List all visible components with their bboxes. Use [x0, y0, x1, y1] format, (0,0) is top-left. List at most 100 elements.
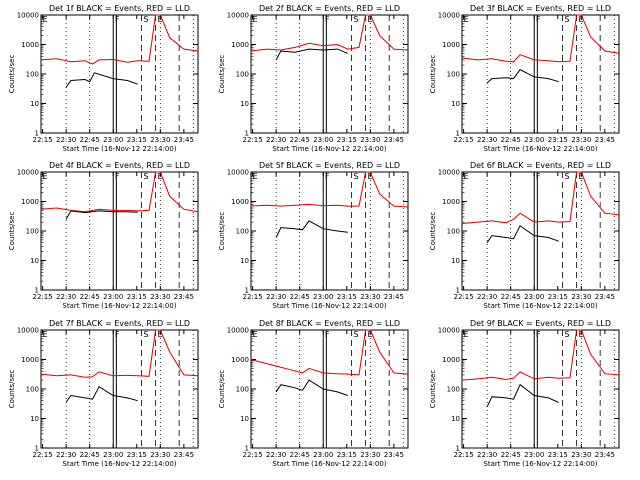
y-tick-label: 1000 [21, 356, 39, 364]
x-tick-label: 23:00 [524, 136, 544, 144]
series-events [275, 48, 348, 61]
x-tick-label: 23:15 [127, 136, 147, 144]
x-tick-label: 23:30 [360, 136, 380, 144]
marker-label: E [368, 15, 373, 24]
x-tick-label: 23:45 [174, 136, 194, 144]
x-tick-label: 23:30 [571, 451, 591, 459]
y-tick-label: 10000 [17, 169, 39, 177]
series-lld [250, 329, 409, 376]
x-tick-label: 23:15 [337, 451, 357, 459]
y-tick-label: 10 [240, 257, 249, 265]
panel-9: Det 9f BLACK = Events, RED = LLD 1 10 100 10… [429, 319, 620, 468]
y-tick-label: 1 [456, 287, 460, 295]
y-tick-label: 1 [245, 287, 249, 295]
x-tick-label: 23:45 [595, 293, 615, 301]
marker-label: S [353, 15, 358, 24]
panel-6: Det 6f BLACK = Events, RED = LLD 1 10 100 10… [429, 161, 620, 310]
marker-label: E [579, 15, 584, 24]
marker-label: S [143, 172, 148, 181]
marker-label: S [353, 330, 358, 339]
marker-label: E [158, 172, 163, 181]
marker-label: S [564, 15, 569, 24]
x-tick-label: 23:30 [150, 451, 170, 459]
x-tick-label: 23:15 [548, 451, 568, 459]
marker-label: F [325, 172, 330, 181]
x-tick-label: 22:30 [266, 293, 286, 301]
series-lld [40, 171, 199, 213]
x-tick-label: 22:45 [290, 451, 310, 459]
x-tick-label: 23:30 [360, 451, 380, 459]
plot-frame [250, 171, 409, 291]
marker-label: E [158, 15, 163, 24]
y-tick-label: 10000 [227, 169, 249, 177]
x-tick-label: 22:30 [477, 293, 497, 301]
x-tick-label: 23:30 [571, 136, 591, 144]
y-tick-label: 10 [30, 100, 39, 108]
marker-label: E [368, 330, 373, 339]
series-lld [250, 14, 409, 52]
panel-title: Det 9f BLACK = Events, RED = LLD [470, 319, 611, 328]
panel-title: Det 5f BLACK = Events, RED = LLD [259, 161, 400, 170]
series-lld [40, 329, 199, 378]
plot-frame [461, 171, 620, 291]
marker-label: E [43, 330, 48, 339]
x-tick-label: 23:15 [337, 293, 357, 301]
series-events [65, 385, 138, 403]
x-tick-label: 23:45 [174, 451, 194, 459]
marker-label: F [115, 172, 120, 181]
x-tick-label: 23:30 [150, 136, 170, 144]
x-tick-label: 23:45 [595, 451, 615, 459]
x-axis-label: Start Time (16-Nov-12 22:14:00) [62, 302, 176, 310]
marker-label: F [115, 15, 120, 24]
series-lld [250, 171, 409, 208]
x-tick-label: 22:45 [80, 451, 100, 459]
x-tick-label: 22:15 [454, 136, 474, 144]
panel-8: Det 8f BLACK = Events, RED = LLD 1 10 100 10… [218, 319, 409, 468]
series-events [65, 210, 138, 220]
x-tick-label: 23:45 [384, 293, 404, 301]
x-tick-label: 22:15 [243, 451, 263, 459]
panel-title: Det 2f BLACK = Events, RED = LLD [259, 4, 400, 13]
x-tick-label: 22:30 [477, 451, 497, 459]
panel-title: Det 3f BLACK = Events, RED = LLD [470, 4, 611, 13]
x-tick-label: 22:30 [266, 136, 286, 144]
marker-label: E [253, 172, 258, 181]
y-tick-label: 1000 [231, 198, 249, 206]
y-tick-label: 1 [245, 130, 249, 138]
x-tick-label: 22:30 [56, 293, 76, 301]
plot-frame [250, 14, 409, 134]
x-tick-label: 22:15 [33, 136, 53, 144]
x-tick-label: 22:30 [56, 136, 76, 144]
panel-4: Det 4f BLACK = Events, RED = LLD 1 10 100 10… [8, 161, 199, 310]
marker-label: E [464, 172, 469, 181]
x-axis-label: Start Time (16-Nov-12 22:14:00) [483, 460, 597, 468]
panel-title: Det 8f BLACK = Events, RED = LLD [259, 319, 400, 328]
y-tick-label: 1000 [231, 356, 249, 364]
panel-5: Det 5f BLACK = Events, RED = LLD 1 10 100 10… [218, 161, 409, 310]
marker-label: E [253, 330, 258, 339]
y-tick-label: 1000 [442, 356, 460, 364]
x-tick-label: 23:30 [150, 293, 170, 301]
series-lld [461, 329, 620, 381]
plot-frame [461, 14, 620, 134]
y-tick-label: 1000 [231, 41, 249, 49]
marker-label: E [464, 15, 469, 24]
y-tick-label: 1000 [21, 41, 39, 49]
y-tick-label: 10000 [438, 169, 460, 177]
y-tick-label: 10 [240, 100, 249, 108]
y-tick-label: 100 [26, 71, 39, 79]
y-axis-label: Counts/sec [429, 212, 437, 251]
marker-label: S [564, 172, 569, 181]
x-tick-label: 23:00 [524, 451, 544, 459]
y-tick-label: 10 [451, 100, 460, 108]
x-tick-label: 22:45 [290, 293, 310, 301]
x-tick-label: 23:00 [103, 293, 123, 301]
y-tick-label: 10000 [438, 12, 460, 20]
series-lld [40, 14, 199, 65]
x-axis-label: Start Time (16-Nov-12 22:14:00) [483, 302, 597, 310]
x-tick-label: 23:45 [595, 136, 615, 144]
y-tick-label: 1000 [21, 198, 39, 206]
marker-label: E [253, 15, 258, 24]
x-tick-label: 23:15 [548, 293, 568, 301]
